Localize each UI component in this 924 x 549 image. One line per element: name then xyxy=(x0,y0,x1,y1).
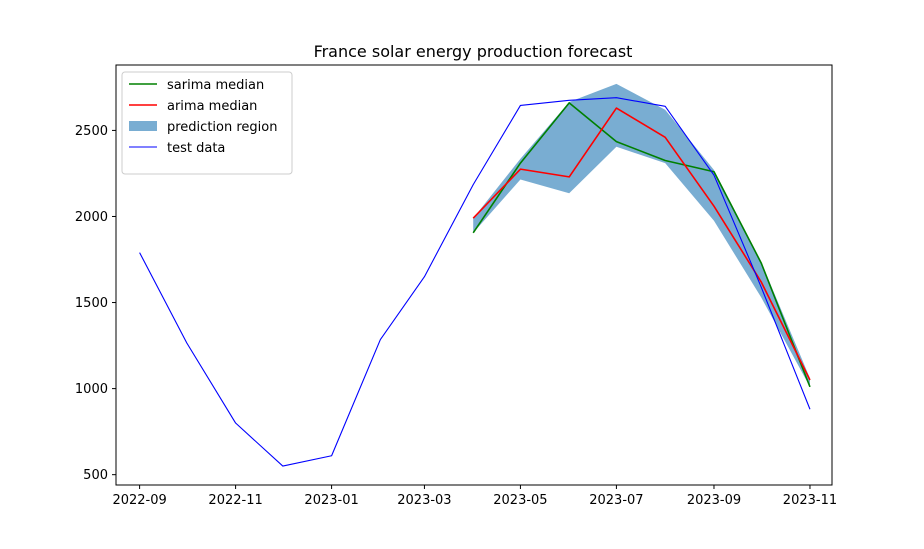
chart-title: France solar energy production forecast xyxy=(314,42,633,61)
plot-area xyxy=(139,83,811,467)
y-tick-label: 1000 xyxy=(75,382,108,397)
legend-label-arima-median: arima median xyxy=(167,99,257,114)
legend-swatch-prediction-region xyxy=(129,121,157,131)
x-tick-label: 2023-11 xyxy=(783,493,837,508)
legend-box xyxy=(121,71,293,175)
axes-frame xyxy=(115,64,833,486)
y-tick-label: 500 xyxy=(83,468,108,483)
legend-label-sarima-median: sarima median xyxy=(167,78,264,93)
series-line-test-data xyxy=(139,97,811,467)
x-tick-label: 2023-05 xyxy=(493,493,547,508)
x-tick-label: 2023-07 xyxy=(589,493,643,508)
x-tick-label: 2022-09 xyxy=(112,493,166,508)
x-tick-label: 2023-03 xyxy=(397,493,451,508)
x-tick-label: 2023-01 xyxy=(304,493,358,508)
legend-label-test-data: test data xyxy=(167,141,225,156)
x-tick-label: 2023-09 xyxy=(687,493,741,508)
series-line-sarima-median xyxy=(472,102,811,388)
legend-label-prediction-region: prediction region xyxy=(167,120,277,135)
axes: 2022-09 2022-11 2023-01 2023-03 2023-05 2023-… xyxy=(75,64,837,508)
y-tick-label: 2500 xyxy=(75,124,108,139)
legend: sarima median arima median prediction regi… xyxy=(121,71,293,175)
y-tick-label: 2000 xyxy=(75,210,108,225)
x-tick-label: 2022-11 xyxy=(208,493,262,508)
prediction-region-band xyxy=(473,83,810,387)
y-tick-label: 1500 xyxy=(75,296,108,311)
